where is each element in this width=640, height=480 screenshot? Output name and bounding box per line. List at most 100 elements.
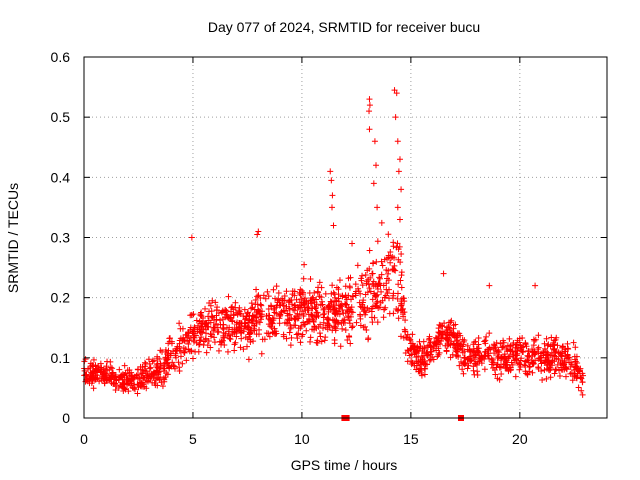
data-point [187,324,194,331]
data-point [528,346,535,353]
data-point [141,367,148,374]
data-point [206,299,213,306]
data-point [433,347,440,354]
data-point [262,295,269,302]
data-point [365,276,372,283]
data-point [474,368,481,375]
data-point [491,344,498,351]
data-point [208,313,215,320]
data-point [347,340,354,347]
data-point [408,357,415,364]
data-point [249,304,256,311]
data-point [122,370,129,377]
data-point [529,360,536,367]
data-point-peak [254,231,261,238]
data-point [250,338,257,345]
data-point [342,283,349,290]
data-point [151,379,158,386]
data-point [538,360,545,367]
data-point [237,344,244,351]
data-point [376,274,383,281]
data-point [562,348,569,355]
data-point [139,364,146,371]
data-point-peak [366,126,373,133]
data-point [387,259,394,266]
data-point [298,333,305,340]
data-point [561,358,568,365]
data-point [94,372,101,379]
data-point [349,293,356,300]
data-point [535,364,542,371]
data-point [276,320,283,327]
data-point [473,362,480,369]
data-point [280,331,287,338]
data-point [346,317,353,324]
data-point [212,299,219,306]
data-point [322,290,329,297]
data-point [344,336,351,343]
data-point [553,366,560,373]
data-point [266,312,273,319]
data-point [176,320,183,327]
data-point [145,356,152,363]
data-point [98,377,105,384]
data-point [253,320,260,327]
data-point [212,320,219,327]
data-point [316,293,323,300]
data-point [225,328,232,335]
data-point-peak [394,138,401,145]
data-point [562,373,569,380]
data-point [507,364,514,371]
data-point [141,383,148,390]
data-point [396,243,403,250]
data-points [81,87,587,421]
data-point [527,363,534,370]
data-point [124,381,131,388]
data-point [343,296,350,303]
data-point [221,334,228,341]
data-point [358,275,365,282]
data-point [293,296,300,303]
data-point [494,354,501,361]
data-point [378,271,385,278]
data-point [340,319,347,326]
data-point [535,332,542,339]
data-point-peak [392,114,399,121]
data-point [297,302,304,309]
data-point [498,371,505,378]
data-point [369,270,376,277]
data-point [454,330,461,337]
data-point [502,358,509,365]
data-point [367,288,374,295]
data-point [378,219,385,226]
data-point [214,324,221,331]
data-point [438,322,445,329]
data-point [466,353,473,360]
data-point [483,333,490,340]
data-point [406,352,413,359]
data-point [391,266,398,273]
data-point [193,339,200,346]
data-point [95,363,102,370]
data-point [443,324,450,331]
data-point [398,272,405,279]
data-point [256,326,263,333]
data-point [217,317,224,324]
data-point [400,334,407,341]
data-point-peak [371,138,378,145]
data-point [319,298,326,305]
data-point [464,365,471,372]
data-point [378,258,385,265]
data-point [380,306,387,313]
data-point-peak [328,177,335,184]
data-point [460,370,467,377]
data-point [394,240,401,247]
data-point [307,276,314,283]
data-point [342,292,349,299]
data-point [496,364,503,371]
data-point [174,345,181,352]
data-point [503,359,510,366]
data-point [402,317,409,324]
data-point [459,366,466,373]
data-point [461,337,468,344]
